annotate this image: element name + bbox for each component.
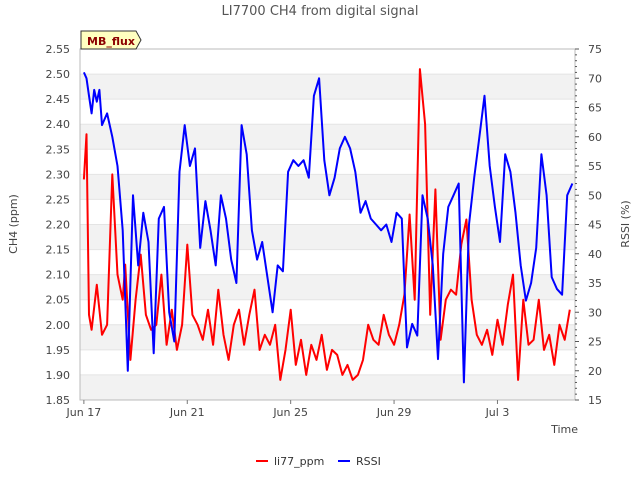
- x-tick-label: Jun 21: [169, 406, 205, 419]
- y-tick-label-right: 45: [588, 219, 602, 232]
- y-tick-label-left: 2.30: [46, 168, 71, 181]
- y-tick-label-left: 1.90: [46, 369, 71, 382]
- y-tick-label-right: 70: [588, 72, 602, 85]
- y-axis-left-label: CH4 (ppm): [7, 194, 20, 254]
- y-tick-label-left: 1.85: [46, 394, 71, 407]
- y-tick-label-left: 2.05: [46, 294, 71, 307]
- y-tick-label-right: 40: [588, 248, 602, 261]
- series-line-rssi: [82, 71, 574, 384]
- grid-band: [80, 224, 575, 250]
- y-tick-label-right: 60: [588, 131, 602, 144]
- y-tick-label-left: 2.25: [46, 193, 71, 206]
- y-axis-left-ticks: 1.85 1.90 1.95 2.00 2.05 2.10 2.15 2.20 2.25 2.30…: [46, 43, 71, 407]
- y-tick-label-right: 35: [588, 277, 602, 290]
- y-tick-label-left: 2.35: [46, 143, 71, 156]
- y-tick-label-left: 2.40: [46, 118, 71, 131]
- grid-band: [80, 124, 575, 150]
- y-tick-label-right: 25: [588, 336, 602, 349]
- grid-band: [80, 374, 575, 400]
- grid-band: [80, 74, 575, 100]
- grid-band: [80, 324, 575, 350]
- y-tick-label-left: 1.95: [46, 344, 71, 357]
- y-tick-label-right: 75: [588, 43, 602, 56]
- x-axis-label: Time: [550, 423, 578, 436]
- series-line-li77-ppm: [82, 68, 571, 381]
- x-axis-ticks: Jun 17 Jun 21 Jun 25 Jun 29 Jul 3: [66, 400, 510, 419]
- grid-band: [80, 274, 575, 300]
- y-tick-label-right: 15: [588, 394, 602, 407]
- y-tick-label-left: 2.10: [46, 269, 71, 282]
- y-tick-label-left: 2.20: [46, 219, 71, 232]
- y-axis-right-ticks: 15 20 25 30 35 40 45 50 55 60 65 70 75: [575, 43, 602, 407]
- y-tick-label-right: 50: [588, 189, 602, 202]
- y-tick-label-left: 2.00: [46, 319, 71, 332]
- y-tick-label-left: 2.15: [46, 244, 71, 257]
- y-tick-label-left: 2.55: [46, 43, 71, 56]
- y-axis-right-label: RSSI (%): [619, 200, 632, 247]
- x-tick-label: Jun 29: [376, 406, 412, 419]
- series-lines: [82, 68, 574, 384]
- y-tick-label-right: 55: [588, 160, 602, 173]
- y-tick-label-right: 65: [588, 102, 602, 115]
- site-badge: MB_flux: [80, 30, 142, 50]
- y-tick-label-right: 30: [588, 306, 602, 319]
- x-tick-label: Jun 25: [272, 406, 308, 419]
- site-badge-label: MB_flux: [87, 35, 135, 48]
- x-tick-label: Jun 17: [66, 406, 102, 419]
- legend-label-li77-ppm: li77_ppm: [274, 455, 324, 468]
- x-tick-label: Jul 3: [485, 406, 510, 419]
- y-tick-label-right: 20: [588, 365, 602, 378]
- y-tick-label-left: 2.45: [46, 93, 71, 106]
- legend: li77_ppm RSSI: [256, 455, 381, 468]
- legend-label-rssi: RSSI: [356, 455, 381, 468]
- y-tick-label-left: 2.50: [46, 68, 71, 81]
- chart-title: LI7700 CH4 from digital signal: [222, 4, 419, 19]
